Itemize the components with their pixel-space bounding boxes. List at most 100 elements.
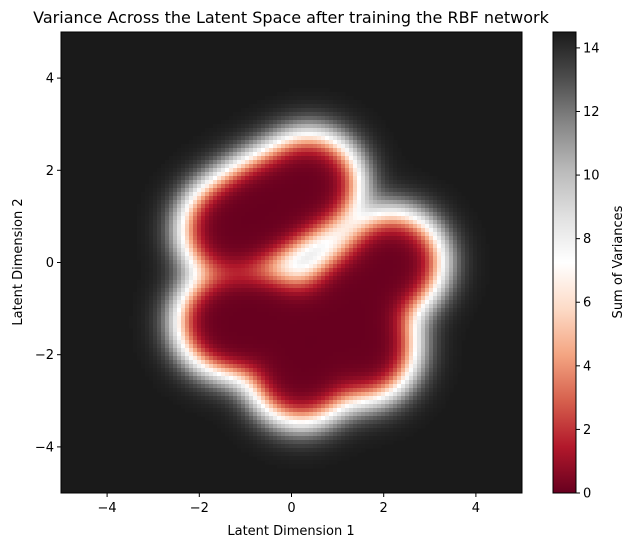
heatmap-cell	[357, 280, 362, 285]
heatmap-cell	[433, 300, 438, 305]
heatmap-cell	[353, 292, 358, 297]
heatmap-cell	[269, 304, 274, 309]
heatmap-cell	[161, 236, 166, 241]
heatmap-cell	[437, 248, 442, 253]
heatmap-cell	[169, 340, 174, 345]
heatmap-cell	[453, 256, 458, 261]
heatmap-cell	[385, 344, 390, 349]
heatmap-cell	[221, 200, 226, 205]
heatmap-cell	[405, 252, 410, 257]
heatmap-cell	[293, 112, 298, 117]
heatmap-cell	[429, 292, 434, 297]
heatmap-cell	[369, 352, 374, 357]
heatmap-cell	[197, 212, 202, 217]
heatmap-cell	[145, 312, 150, 317]
heatmap-cell	[273, 128, 278, 133]
heatmap-cell	[349, 312, 354, 317]
heatmap-cell	[169, 204, 174, 209]
heatmap-cell	[301, 176, 306, 181]
heatmap-cell	[237, 348, 242, 353]
heatmap-cell	[437, 280, 442, 285]
heatmap-cell	[185, 212, 190, 217]
heatmap-cell	[161, 240, 166, 245]
heatmap-cell	[365, 132, 370, 137]
heatmap-cell	[273, 292, 278, 297]
heatmap-cell	[289, 308, 294, 313]
heatmap-cell	[285, 284, 290, 289]
heatmap-cell	[309, 348, 314, 353]
heatmap-cell	[445, 244, 450, 249]
heatmap-cell	[365, 184, 370, 189]
heatmap-cell	[229, 284, 234, 289]
heatmap-cell	[321, 216, 326, 221]
heatmap-cell	[297, 276, 302, 281]
heatmap-cell	[241, 348, 246, 353]
heatmap-cell	[345, 152, 350, 157]
heatmap-cell	[433, 288, 438, 293]
heatmap-cell	[297, 256, 302, 261]
heatmap-cell	[305, 328, 310, 333]
heatmap-cell	[149, 216, 154, 221]
heatmap-cell	[409, 260, 414, 265]
heatmap-cell	[241, 316, 246, 321]
heatmap-cell	[297, 212, 302, 217]
heatmap-cell	[397, 192, 402, 197]
heatmap-cell	[145, 320, 150, 325]
heatmap-cell	[313, 332, 318, 337]
heatmap-cell	[281, 192, 286, 197]
heatmap-cell	[169, 264, 174, 269]
heatmap-cell	[365, 352, 370, 357]
heatmap-cell	[405, 248, 410, 253]
heatmap-cell	[161, 352, 166, 357]
heatmap-cell	[281, 360, 286, 365]
heatmap-cell	[441, 284, 446, 289]
heatmap-cell	[341, 172, 346, 177]
heatmap-cell	[145, 256, 150, 261]
heatmap-cell	[149, 248, 154, 253]
heatmap-cell	[413, 200, 418, 205]
heatmap-cell	[217, 204, 222, 209]
heatmap-cell	[305, 236, 310, 241]
heatmap-cell	[329, 128, 334, 133]
heatmap-cell	[169, 268, 174, 273]
heatmap-cell	[193, 308, 198, 313]
heatmap-cell	[265, 340, 270, 345]
heatmap-cell	[217, 164, 222, 169]
heatmap-cell	[313, 348, 318, 353]
heatmap-cell	[457, 288, 462, 293]
heatmap-cell	[361, 360, 366, 365]
heatmap-cell	[141, 208, 146, 213]
heatmap-cell	[233, 328, 238, 333]
heatmap-cell	[201, 132, 206, 137]
heatmap-cell	[161, 356, 166, 361]
heatmap-cell	[377, 284, 382, 289]
heatmap-cell	[237, 180, 242, 185]
heatmap-cell	[405, 204, 410, 209]
heatmap-cell	[449, 332, 454, 337]
heatmap-cell	[397, 204, 402, 209]
heatmap-cell	[261, 280, 266, 285]
heatmap-cell	[469, 300, 474, 305]
heatmap-cell	[369, 336, 374, 341]
heatmap-cell	[217, 356, 222, 361]
heatmap-cell	[401, 320, 406, 325]
heatmap-cell	[161, 168, 166, 173]
heatmap-cell	[133, 320, 138, 325]
heatmap-cell	[233, 360, 238, 365]
heatmap-cell	[145, 200, 150, 205]
heatmap-cell	[413, 352, 418, 357]
heatmap-cell	[205, 188, 210, 193]
heatmap-cell	[149, 268, 154, 273]
heatmap-cell	[453, 292, 458, 297]
heatmap-cell	[141, 272, 146, 277]
heatmap-cell	[309, 208, 314, 213]
heatmap-cell	[297, 248, 302, 253]
heatmap-cell	[329, 216, 334, 221]
heatmap-cell	[281, 232, 286, 237]
heatmap-cell	[353, 184, 358, 189]
heatmap-cell	[309, 172, 314, 177]
heatmap-cell	[305, 244, 310, 249]
heatmap-cell	[257, 284, 262, 289]
heatmap-cell	[149, 184, 154, 189]
heatmap-cell	[357, 332, 362, 337]
